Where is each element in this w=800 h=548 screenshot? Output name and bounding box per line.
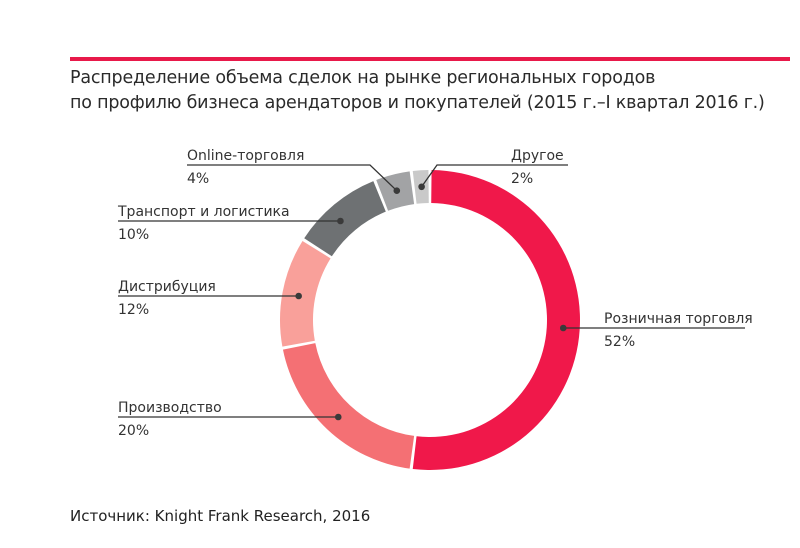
leader-lines bbox=[118, 164, 745, 421]
slice-value-label: 52% bbox=[604, 334, 635, 350]
slice-value-label: 10% bbox=[118, 227, 149, 243]
slice-label: Online-торговля bbox=[187, 148, 304, 164]
leader-line-online-торговля bbox=[187, 164, 398, 192]
slice-транспорт-и-логистика bbox=[304, 181, 386, 257]
slice-производство bbox=[282, 343, 415, 469]
top-accent-rule bbox=[70, 57, 790, 61]
slice-label: Транспорт и логистика bbox=[117, 204, 290, 220]
leader-dot-другое bbox=[418, 183, 425, 191]
slice-labels: Розничная торговля 52% Производство 20% Дист… bbox=[117, 148, 753, 439]
slice-value-label: 12% bbox=[118, 302, 149, 318]
slice-value-label: 20% bbox=[118, 423, 149, 439]
leader-dot-online-торговля bbox=[393, 187, 401, 194]
slice-дистрибуция bbox=[280, 240, 331, 347]
slice-value-label: 4% bbox=[187, 171, 209, 187]
slice-value-label: 2% bbox=[511, 171, 533, 187]
slice-label: Производство bbox=[118, 400, 222, 416]
slice-label: Розничная торговля bbox=[604, 311, 753, 327]
donut-slices bbox=[280, 170, 581, 470]
slice-розничная-торговля bbox=[412, 170, 581, 470]
leader-dot-транспорт-и-логистика bbox=[337, 217, 344, 225]
chart-title-line-2: по профилю бизнеса арендаторов и покупат… bbox=[70, 93, 765, 113]
leader-dot-производство bbox=[334, 413, 342, 421]
leader-dot-розничная-торговля bbox=[559, 324, 567, 332]
leader-dot-дистрибуция bbox=[295, 292, 302, 300]
leader-line-другое bbox=[421, 164, 568, 188]
slice-label: Другое bbox=[511, 148, 564, 164]
chart-title: Распределение объема сделок на рынке рег… bbox=[70, 66, 765, 116]
source-note: Источник: Knight Frank Research, 2016 bbox=[70, 507, 371, 525]
chart-title-line-1: Распределение объема сделок на рынке рег… bbox=[70, 68, 656, 88]
slice-label: Дистрибуция bbox=[118, 279, 216, 295]
